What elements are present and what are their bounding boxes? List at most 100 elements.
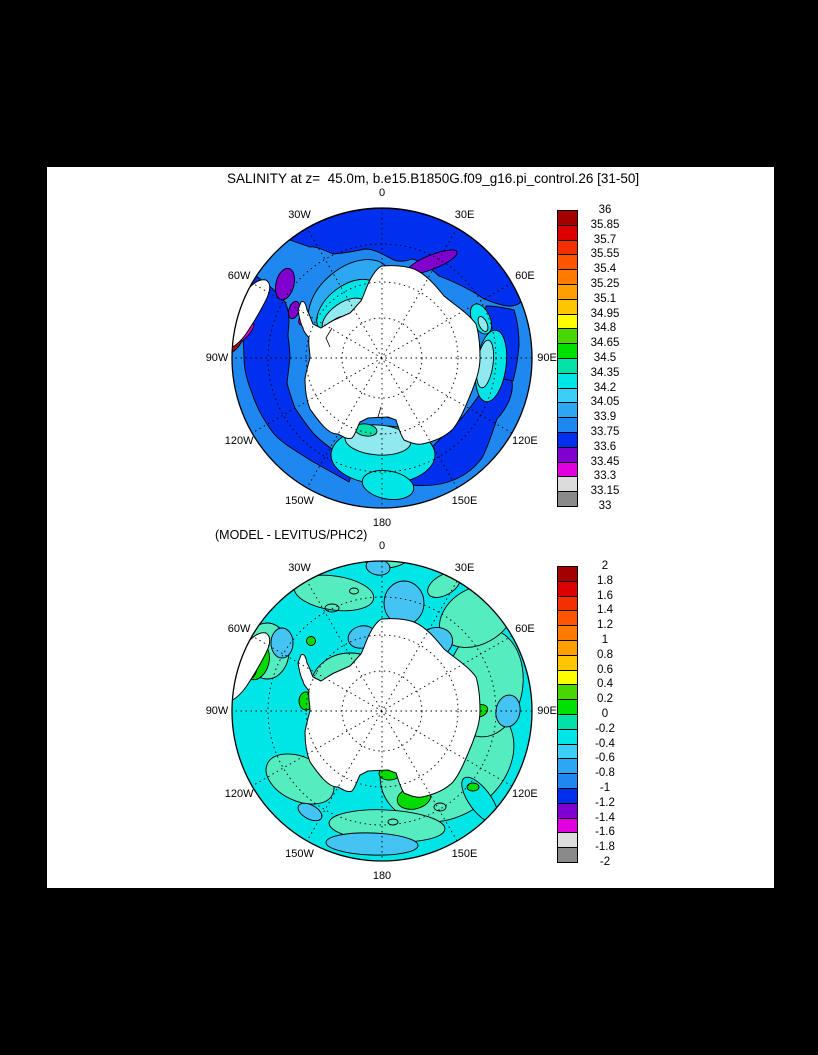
colorbar-box <box>557 491 578 507</box>
colorbar-tick-label: 33.45 <box>590 455 620 468</box>
colorbar-tick-label: -2 <box>599 856 611 868</box>
colorbar-box <box>557 817 578 834</box>
longitude-label-150E: 150E <box>451 847 478 860</box>
colorbar-tick-label: 33.75 <box>590 426 620 438</box>
colorbar-tick-label: 0.4 <box>597 678 613 691</box>
colorbar-tick-label: 35.85 <box>590 218 620 231</box>
colorbar-box <box>557 210 578 226</box>
colorbar-tick-label: 35.7 <box>593 233 617 246</box>
longitude-label-0: 0 <box>378 187 386 199</box>
colorbar-tick-label: 35.55 <box>590 248 620 261</box>
colorbar-tick-label: 33.15 <box>590 485 620 498</box>
colorbar-box <box>557 417 578 433</box>
colorbar-box <box>557 758 578 775</box>
colorbar-tick-label: -0.6 <box>595 752 615 765</box>
longitude-label-150W: 150W <box>285 494 314 507</box>
colorbar-tick-label: -1.6 <box>595 826 615 839</box>
colorbar-box <box>557 284 578 300</box>
colorbar-box <box>557 788 578 804</box>
colorbar-box <box>557 728 578 745</box>
map-boundary-circle <box>231 207 533 509</box>
colorbar-box <box>557 239 578 256</box>
difference-map-svg <box>231 560 533 862</box>
salinity-colorbar: 36 35.85 35.7 35.55 35.4 35.25 35.1 34.95 34.8 34… <box>557 204 629 512</box>
colorbar-box <box>557 714 578 730</box>
difference-map-panel: 0 30E 60E 90E 120E 150E 180 150W 120W 90W 60W 30W <box>182 511 582 911</box>
colorbar-tick-label: -0.2 <box>595 722 615 735</box>
longitude-label-120W: 120W <box>224 787 254 800</box>
longitude-label-30W: 30W <box>288 562 311 575</box>
longitude-label-180: 180 <box>372 517 392 529</box>
longitude-label-120E: 120E <box>512 434 538 447</box>
longitude-label-90W: 90W <box>205 705 229 717</box>
colorbar-box <box>557 446 578 463</box>
colorbar-tick-label: 33.3 <box>593 470 617 483</box>
colorbar-box <box>557 476 578 493</box>
difference-map-title: (MODEL - LEVITUS/PHC2) <box>215 528 368 542</box>
colorbar-tick-label: -1.8 <box>595 841 615 854</box>
colorbar-tick-label: -0.8 <box>595 767 615 780</box>
longitude-label-90E: 90E <box>537 352 557 364</box>
longitude-label-150E: 150E <box>451 494 478 507</box>
longitude-label-30E: 30E <box>454 209 475 222</box>
colorbar-tick-label: 34.95 <box>590 307 620 320</box>
colorbar-box <box>557 224 578 241</box>
colorbar-tick-label: 35.1 <box>593 292 617 305</box>
ice-shelf-lines <box>325 327 382 418</box>
colorbar-box <box>557 832 578 849</box>
colorbar-box <box>557 684 578 701</box>
colorbar-box <box>557 580 578 597</box>
colorbar-tick-label: 34.2 <box>593 381 617 394</box>
longitude-label-90W: 90W <box>205 352 229 364</box>
longitude-label-60W: 60W <box>227 622 251 635</box>
colorbar-box <box>557 298 578 315</box>
colorbar-tick-label: -1.4 <box>595 811 615 824</box>
colorbar-box <box>557 625 578 641</box>
colorbar-tick-label: 33 <box>598 500 612 512</box>
zero-contour-rings <box>324 587 447 826</box>
colorbar-tick-label: 1.6 <box>597 589 613 602</box>
colorbar-box <box>557 566 578 582</box>
colorbar-tick-label: 0 <box>601 708 609 720</box>
antarctica-landmass <box>297 265 481 445</box>
colorbar-box <box>557 402 578 419</box>
longitude-label-60E: 60E <box>515 269 535 282</box>
longitude-label-90E: 90E <box>537 705 557 717</box>
colorbar-box <box>557 313 578 330</box>
colorbar-tick-label: 0.6 <box>597 663 613 676</box>
colorbar-box <box>557 743 578 760</box>
antarctica-landmass <box>297 618 481 798</box>
colorbar-tick-label: -1.2 <box>595 796 615 809</box>
colorbar-tick-label: 2 <box>601 560 609 572</box>
colorbar-tick-label: 34.05 <box>590 396 620 409</box>
longitude-label-120W: 120W <box>224 434 254 447</box>
colorbar-tick-label: 34.5 <box>593 352 617 364</box>
colorbar-box <box>557 432 578 448</box>
diff-light-blue-patches <box>270 561 521 856</box>
colorbar-box <box>557 699 578 715</box>
colorbar-tick-label: 34.65 <box>590 337 620 350</box>
colorbar-box <box>557 254 578 271</box>
salinity-map-panel: 0 30E 60E 90E 120E 150E 180 150W 120W 90W 60W 30W <box>182 158 582 558</box>
longitude-label-0: 0 <box>378 540 386 552</box>
colorbar-box <box>557 269 578 285</box>
map-boundary-circle <box>231 560 533 862</box>
colorbar-box <box>557 669 578 686</box>
colorbar-tick-label: 33.6 <box>593 440 617 453</box>
colorbar-tick-label: 0.8 <box>597 648 613 661</box>
colorbar-box <box>557 610 578 627</box>
colorbar-box <box>557 387 578 404</box>
colorbar-tick-label: -1 <box>599 782 611 794</box>
colorbar-tick-label: 1 <box>601 634 609 646</box>
longitude-label-150W: 150W <box>285 847 314 860</box>
difference-colorbar: 2 1.8 1.6 1.4 1.2 1 0.8 0.6 0.4 0.2 0 -0.2 -0.4 -0.6 -… <box>557 560 629 868</box>
colorbar-tick-label: 33.9 <box>593 411 617 424</box>
colorbar-box <box>557 372 578 389</box>
colorbar-tick-label: 0.2 <box>597 693 613 706</box>
page-title: SALINITY at z= 45.0m, b.e15.B1850G.f09_g… <box>227 171 640 186</box>
colorbar-box <box>557 847 578 863</box>
colorbar-tick-label: 35.25 <box>590 278 620 290</box>
colorbar-box <box>557 595 578 612</box>
colorbar-tick-label: 34.35 <box>590 366 620 379</box>
